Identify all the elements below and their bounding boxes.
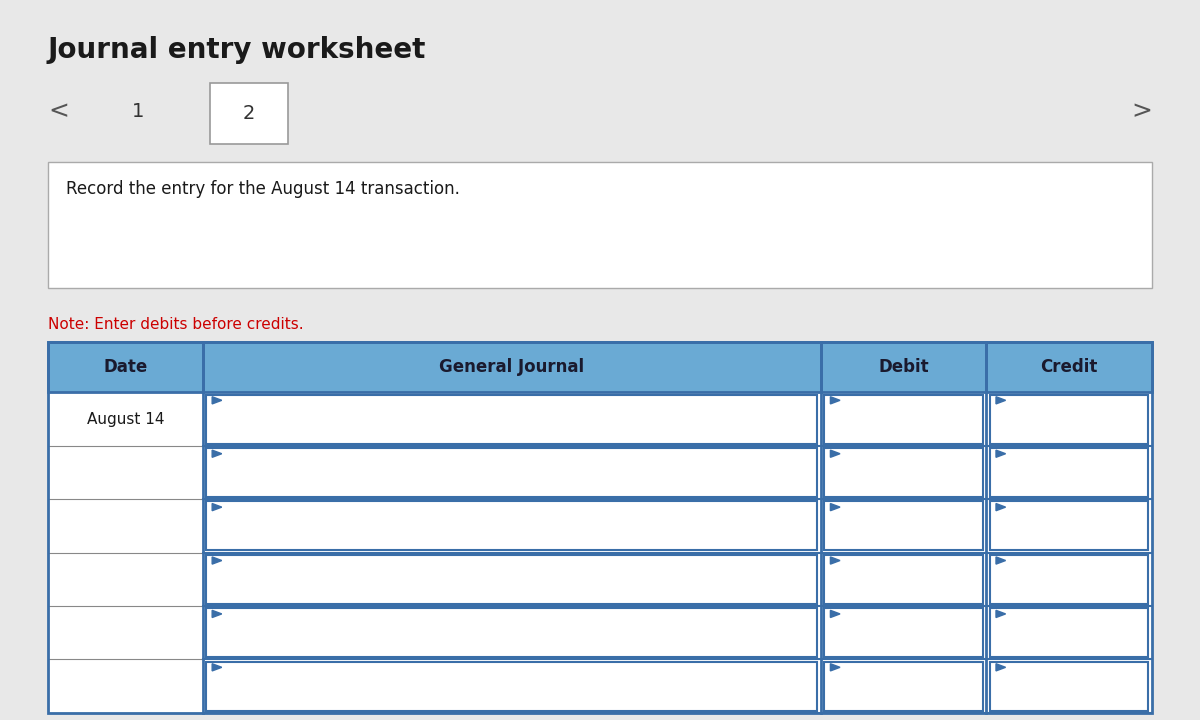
- Bar: [206, 448, 817, 497]
- Polygon shape: [212, 611, 222, 618]
- Bar: [206, 501, 817, 551]
- Bar: [48, 499, 1152, 553]
- Bar: [824, 555, 983, 604]
- Text: Journal entry worksheet: Journal entry worksheet: [48, 36, 426, 64]
- Bar: [206, 608, 817, 657]
- Text: August 14: August 14: [86, 412, 164, 426]
- Text: Note: Enter debits before credits.: Note: Enter debits before credits.: [48, 317, 304, 332]
- Bar: [48, 553, 1152, 606]
- Bar: [990, 501, 1148, 551]
- Text: <: <: [48, 99, 68, 124]
- Bar: [48, 342, 203, 392]
- Polygon shape: [830, 397, 840, 404]
- Polygon shape: [996, 397, 1006, 404]
- Bar: [990, 395, 1148, 444]
- Bar: [48, 446, 1152, 499]
- Polygon shape: [212, 503, 222, 510]
- Bar: [206, 395, 817, 444]
- Text: General Journal: General Journal: [439, 359, 584, 376]
- Polygon shape: [996, 611, 1006, 618]
- FancyBboxPatch shape: [48, 162, 1152, 288]
- Polygon shape: [830, 664, 840, 671]
- Polygon shape: [830, 503, 840, 510]
- Text: 1: 1: [132, 102, 144, 121]
- Bar: [48, 392, 1152, 446]
- Bar: [824, 662, 983, 711]
- Polygon shape: [830, 557, 840, 564]
- Bar: [48, 342, 1152, 713]
- Polygon shape: [996, 503, 1006, 510]
- Polygon shape: [212, 664, 222, 671]
- Bar: [206, 555, 817, 604]
- Polygon shape: [830, 611, 840, 618]
- Bar: [990, 662, 1148, 711]
- Bar: [821, 342, 986, 392]
- Text: >: >: [1132, 99, 1152, 124]
- Bar: [990, 448, 1148, 497]
- Bar: [48, 606, 1152, 660]
- Bar: [990, 555, 1148, 604]
- Polygon shape: [212, 557, 222, 564]
- Polygon shape: [212, 450, 222, 457]
- Text: Date: Date: [103, 359, 148, 376]
- Bar: [48, 660, 1152, 713]
- Bar: [48, 342, 1152, 392]
- Bar: [824, 501, 983, 551]
- Bar: [206, 662, 817, 711]
- Bar: [824, 448, 983, 497]
- Bar: [986, 342, 1152, 392]
- Polygon shape: [996, 664, 1006, 671]
- Text: 2: 2: [242, 104, 256, 123]
- Text: Credit: Credit: [1040, 359, 1098, 376]
- Polygon shape: [996, 450, 1006, 457]
- Bar: [824, 395, 983, 444]
- Text: Record the entry for the August 14 transaction.: Record the entry for the August 14 trans…: [66, 180, 460, 198]
- Text: Debit: Debit: [878, 359, 929, 376]
- Bar: [203, 342, 821, 392]
- Polygon shape: [830, 450, 840, 457]
- Bar: [990, 608, 1148, 657]
- Polygon shape: [996, 557, 1006, 564]
- FancyBboxPatch shape: [210, 83, 288, 144]
- Bar: [824, 608, 983, 657]
- Polygon shape: [212, 397, 222, 404]
